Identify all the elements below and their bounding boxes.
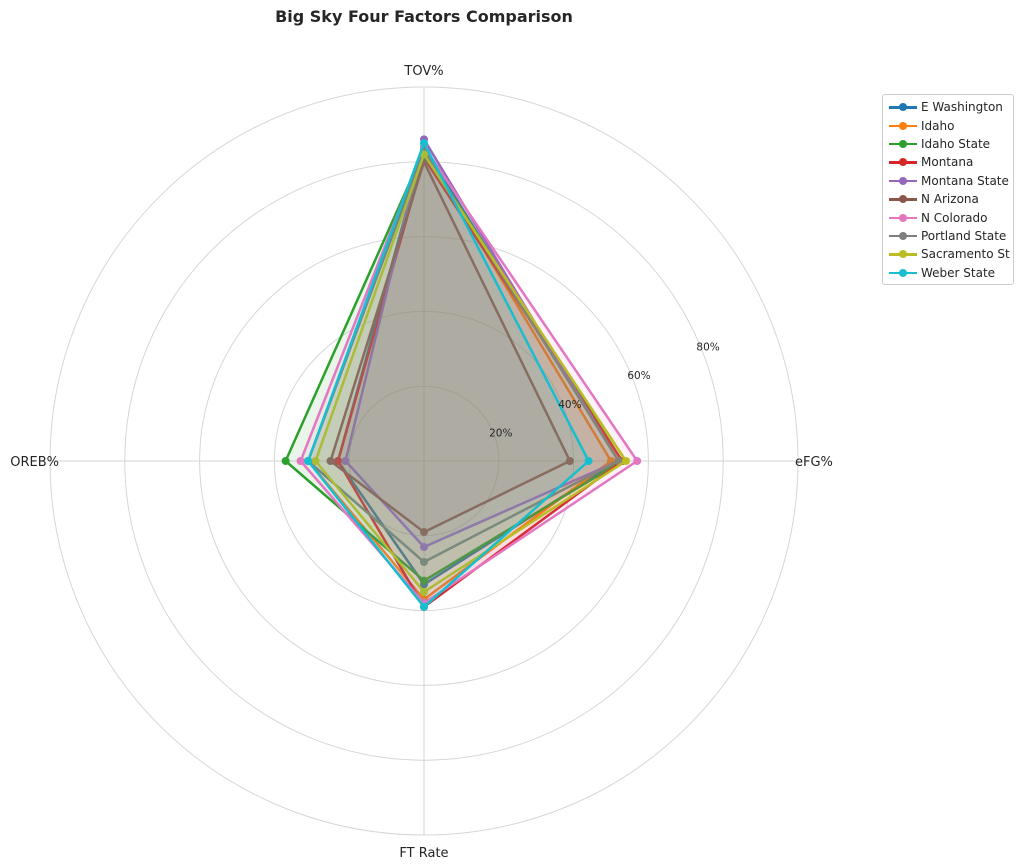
data-point — [565, 457, 574, 465]
legend-label: Weber State — [921, 265, 996, 280]
series-area — [285, 150, 623, 581]
legend-swatch — [889, 156, 917, 168]
data-point — [281, 457, 290, 465]
legend-item: Weber State — [883, 264, 1013, 282]
data-point — [311, 457, 320, 465]
radial-tick-label: 60% — [627, 370, 650, 382]
data-point — [420, 576, 428, 585]
legend-swatch — [889, 101, 917, 113]
data-point — [420, 139, 428, 148]
legend-item: Montana State — [883, 172, 1013, 190]
legend-label: Montana — [921, 155, 974, 170]
series-area — [338, 146, 619, 585]
series-area — [300, 146, 638, 604]
legend-label: N Colorado — [921, 210, 988, 225]
legend-item: Idaho State — [883, 135, 1013, 153]
legend-label: Sacramento St — [921, 247, 1010, 262]
legend-item: N Arizona — [883, 190, 1013, 208]
data-point — [304, 457, 313, 465]
series-area — [345, 139, 619, 547]
legend-item: Sacramento St — [883, 245, 1013, 263]
data-point — [420, 543, 428, 552]
data-point — [614, 457, 623, 465]
legend-item: E Washington — [883, 98, 1013, 116]
legend-label: Idaho State — [921, 136, 991, 151]
data-point — [420, 602, 428, 611]
radial-tick-label: 80% — [696, 342, 719, 354]
series-n-arizona — [326, 157, 574, 537]
legend-label: N Arizona — [921, 192, 979, 207]
radial-tick-labels: 20% 40% 60% 80% — [489, 342, 720, 440]
legend-swatch — [889, 248, 917, 260]
legend-item: Montana — [883, 153, 1013, 171]
legend-swatch — [889, 193, 917, 205]
data-point — [420, 528, 428, 537]
data-point — [420, 587, 428, 596]
legend-swatch — [889, 175, 917, 187]
legend-label: E Washington — [921, 100, 1003, 115]
radar-grid — [49, 86, 799, 836]
data-point — [584, 457, 593, 465]
series-area — [308, 150, 611, 600]
data-point — [621, 457, 630, 465]
legend-swatch — [889, 120, 917, 132]
legend-swatch — [889, 230, 917, 242]
data-point — [633, 457, 642, 465]
data-point — [420, 557, 428, 566]
legend-label: Portland State — [921, 228, 1007, 243]
data-point — [296, 457, 305, 465]
legend-item: Idaho — [883, 116, 1013, 134]
legend: E Washington Idaho Idaho State Montana Monta… — [882, 94, 1014, 285]
series-area — [315, 154, 626, 592]
axis-labels: eFG% TOV% OREB% FT Rate — [10, 64, 833, 861]
axis-label: TOV% — [403, 64, 443, 79]
series-area — [330, 161, 570, 533]
legend-swatch — [889, 138, 917, 150]
series-weber-state — [304, 139, 593, 611]
series-layer — [281, 135, 642, 611]
chart-title: Big Sky Four Factors Comparison — [275, 7, 573, 26]
legend-label: Idaho — [921, 118, 955, 133]
axis-label: OREB% — [10, 455, 59, 470]
legend-label: Montana State — [921, 173, 1009, 188]
radial-tick-label: 40% — [558, 399, 581, 411]
legend-swatch — [889, 267, 917, 279]
series-area — [308, 143, 589, 607]
axis-label: eFG% — [795, 455, 833, 470]
data-point — [326, 457, 335, 465]
radial-tick-label: 20% — [489, 427, 512, 439]
data-point — [341, 457, 350, 465]
axis-label: FT Rate — [399, 846, 448, 861]
legend-item: N Colorado — [883, 208, 1013, 226]
data-point — [420, 150, 428, 159]
data-point — [333, 457, 342, 465]
legend-item: Portland State — [883, 227, 1013, 245]
legend-swatch — [889, 212, 917, 224]
